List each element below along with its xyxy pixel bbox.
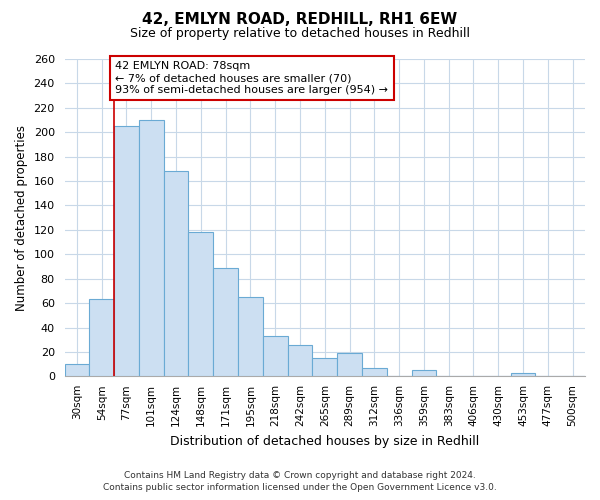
Bar [139, 120, 164, 376]
Bar [362, 368, 387, 376]
Bar [65, 364, 89, 376]
Bar [287, 344, 313, 376]
Bar [313, 358, 337, 376]
Bar [114, 126, 139, 376]
Bar [188, 232, 213, 376]
Text: 42 EMLYN ROAD: 78sqm
← 7% of detached houses are smaller (70)
93% of semi-detach: 42 EMLYN ROAD: 78sqm ← 7% of detached ho… [115, 62, 388, 94]
Bar [412, 370, 436, 376]
Bar [89, 300, 114, 376]
Bar [263, 336, 287, 376]
Bar [511, 372, 535, 376]
Text: Contains HM Land Registry data © Crown copyright and database right 2024.
Contai: Contains HM Land Registry data © Crown c… [103, 471, 497, 492]
Y-axis label: Number of detached properties: Number of detached properties [15, 124, 28, 310]
Bar [337, 353, 362, 376]
Bar [164, 172, 188, 376]
Bar [238, 297, 263, 376]
Text: 42, EMLYN ROAD, REDHILL, RH1 6EW: 42, EMLYN ROAD, REDHILL, RH1 6EW [142, 12, 458, 28]
X-axis label: Distribution of detached houses by size in Redhill: Distribution of detached houses by size … [170, 434, 479, 448]
Text: Size of property relative to detached houses in Redhill: Size of property relative to detached ho… [130, 28, 470, 40]
Bar [213, 268, 238, 376]
